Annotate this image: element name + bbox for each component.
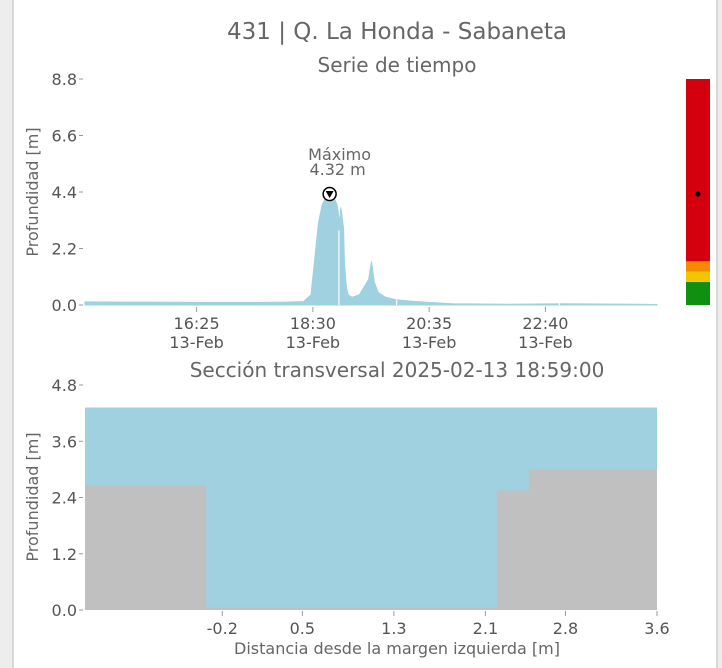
timeseries-ytick-label: 8.8: [52, 70, 77, 89]
timeseries-xtick-date: 13-Feb: [286, 333, 340, 352]
timeseries-ytick-label: 4.4: [52, 183, 77, 202]
timeseries-xtick-date: 13-Feb: [169, 333, 223, 352]
timeseries-title: Serie de tiempo: [318, 53, 477, 77]
cross-section-ytick-label: 2.4: [52, 489, 77, 508]
timeseries-xtick-date: 13-Feb: [402, 333, 456, 352]
timeseries-ytick-label: 6.6: [52, 127, 77, 146]
alert-current-level-dot: [695, 191, 701, 197]
cross-section-ytick-label: 0.0: [52, 601, 77, 620]
max-annotation-label: Máximo: [308, 145, 371, 164]
timeseries-ytick-label: 0.0: [52, 296, 77, 315]
timeseries-xtick-time: 22:40: [522, 314, 568, 333]
cross-section-ytick-label: 3.6: [52, 432, 77, 451]
alert-segment: [686, 271, 710, 282]
riverbed-area: [85, 469, 657, 610]
timeseries-xtick-time: 16:25: [174, 314, 220, 333]
cross-section-ylabel: Profundidad [m]: [23, 432, 42, 561]
cross-section-title: Sección transversal 2025-02-13 18:59:00: [190, 358, 605, 382]
timeseries-xtick-date: 13-Feb: [518, 333, 572, 352]
cross-section-ytick-label: 1.2: [52, 545, 77, 564]
max-marker-triangle: [325, 191, 334, 199]
chart-title: 431 | Q. La Honda - Sabaneta: [227, 19, 567, 45]
timeseries-ylabel: Profundidad [m]: [23, 127, 42, 256]
depth-area: [84, 193, 658, 306]
timeseries-xtick-time: 18:30: [290, 314, 336, 333]
cross-section-yaxis: 0.0 1.2 2.4 3.6 4.8: [52, 376, 83, 620]
max-annotation-value: 4.32 m: [309, 160, 365, 179]
timeseries-ytick-label: 2.2: [52, 240, 77, 259]
cross-section-xtick-label: 3.6: [644, 619, 669, 638]
cross-section-xtick-label: 1.3: [381, 619, 406, 638]
cross-section-ytick-label: 4.8: [52, 376, 77, 395]
timeseries-xtick-time: 20:35: [406, 314, 452, 333]
alert-segment: [686, 261, 710, 272]
cross-section-xtick-label: 2.1: [473, 619, 498, 638]
alert-segment: [686, 281, 710, 305]
cross-section-xtick-label: 0.5: [290, 619, 315, 638]
data-gaps: [338, 230, 560, 305]
cross-section-xlabel: Distancia desde la margen izquierda [m]: [234, 639, 560, 658]
cross-section-xtick-label: 2.8: [553, 619, 578, 638]
timeseries-yaxis: 0.0 2.2 4.4 6.6 8.8: [52, 70, 83, 315]
cross-section-chart: Sección transversal 2025-02-13 18:59:00 …: [23, 358, 670, 658]
alert-level-bar: [686, 79, 710, 305]
timeseries-chart: Serie de tiempo Profundidad [m] 0.0 2.2 4.…: [23, 53, 710, 352]
cross-section-xaxis: -0.2 0.5 1.3 2.1 2.8 3.6: [207, 611, 670, 638]
timeseries-xaxis: 16:2513-Feb18:3013-Feb20:3513-Feb22:4013…: [169, 307, 573, 352]
cross-section-xtick-label: -0.2: [207, 619, 238, 638]
alert-segment: [686, 79, 710, 262]
